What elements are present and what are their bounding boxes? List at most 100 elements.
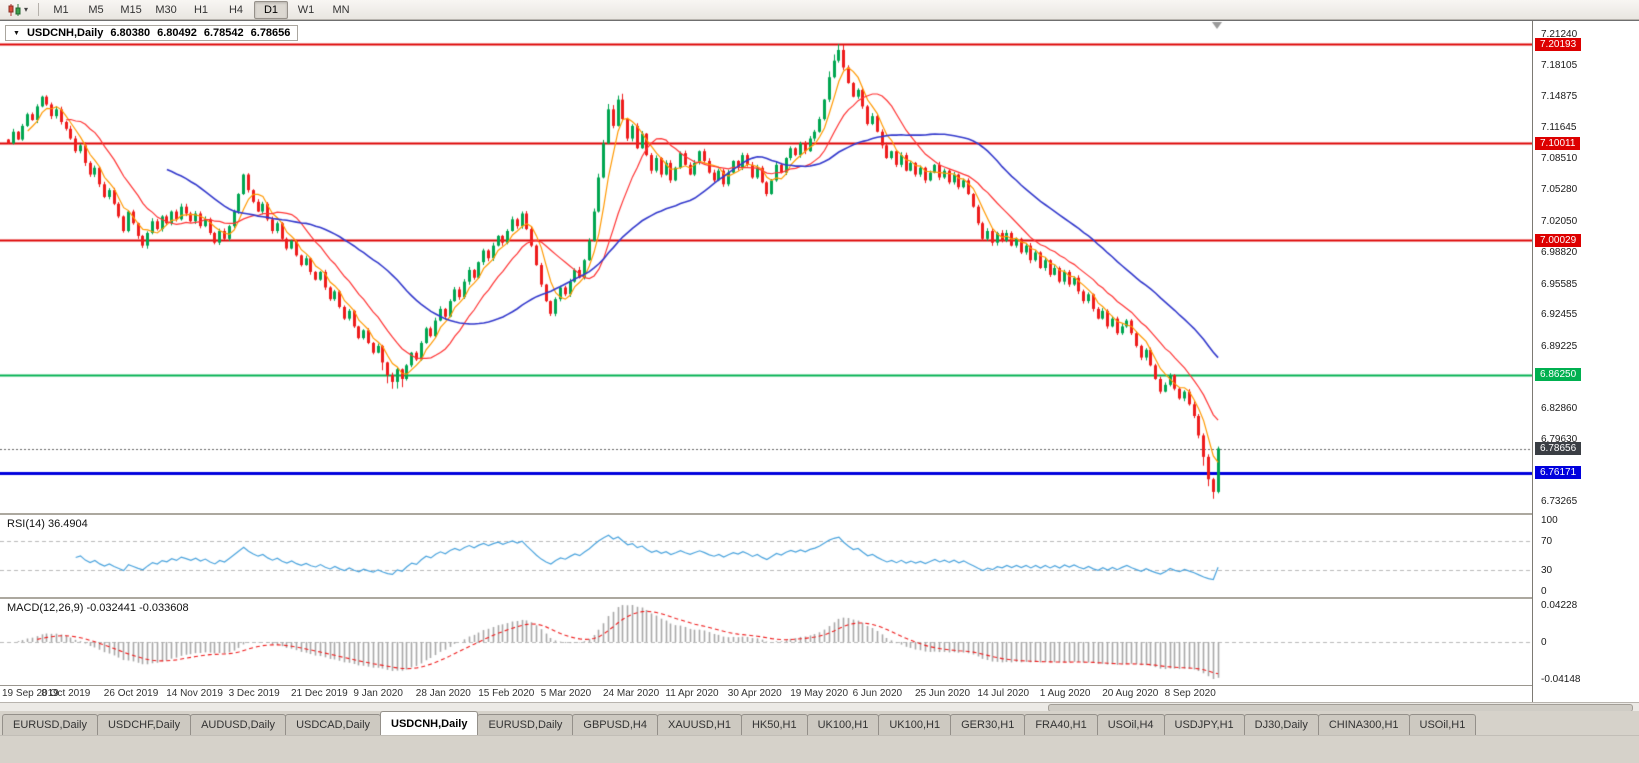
time-axis-label: 28 Jan 2020 [415,688,471,699]
chart-tab-fra40-h1[interactable]: FRA40,H1 [1024,714,1098,735]
ohlc-open: 6.80380 [110,27,151,39]
rsi-axis-label: 70 [1541,536,1553,548]
price-axis-tick: 7.18105 [1541,59,1578,71]
chart-tab-usoil-h4[interactable]: USOil,H4 [1096,714,1165,735]
chart-tab-china300-h1[interactable]: CHINA300,H1 [1317,714,1410,735]
chart-tab-eurusd-daily[interactable]: EURUSD,Daily [477,714,574,735]
chart-tab-audusd-daily[interactable]: AUDUSD,Daily [190,714,287,735]
price-axis-tick: 7.08510 [1541,152,1578,164]
chart-tab-usdchf-daily[interactable]: USDCHF,Daily [96,714,192,735]
time-axis-label: 9 Jan 2020 [353,688,403,699]
bid-price-label: 6.78656 [1535,442,1582,456]
time-axis-label: 6 Jun 2020 [852,688,903,699]
time-axis-label: 26 Oct 2019 [103,688,159,699]
chart-symbol-period: USDCNH,Daily [26,27,104,39]
level-price-label[interactable]: 6.76171 [1535,466,1582,480]
rsi-indicator-label: RSI(14) 36.4904 [7,518,88,530]
price-axis-tick: 7.11645 [1541,122,1577,134]
time-axis-label: 21 Dec 2019 [291,688,348,699]
timeframe-button-m30[interactable]: M30 [155,3,177,16]
timeframe-button-h4[interactable]: H4 [228,3,244,16]
price-chart-canvas[interactable] [0,21,1532,513]
level-price-label[interactable]: 7.00029 [1535,233,1582,247]
time-axis-label: 3 Dec 2019 [228,688,280,699]
price-axis-tick: 7.05280 [1541,184,1578,196]
panel-divider[interactable] [0,513,1639,515]
timeframe-button-w1[interactable]: W1 [297,3,315,16]
ohlc-low: 6.78542 [203,27,244,39]
time-axis-label: 30 Apr 2020 [727,688,782,699]
chart-tab-usdcnh-daily[interactable]: USDCNH,Daily [380,711,479,735]
price-axis-tick: 6.73265 [1541,496,1578,507]
time-axis-label: 19 May 2020 [790,688,849,699]
time-axis-label: 1 Aug 2020 [1039,688,1091,699]
macd-axis-label: 0 [1541,637,1547,648]
chart-title-overlay[interactable]: ▼ USDCNH,Daily 6.80380 6.80492 6.78542 6… [5,25,299,41]
timeframe-buttons: M1 M5 M15 M30 H1 H4 D1 W1 MN [44,0,358,19]
macd-panel-canvas[interactable] [0,599,1532,685]
time-axis-label: 8 Oct 2019 [41,688,91,699]
chart-tab-dj30-daily[interactable]: DJ30,Daily [1243,714,1319,735]
time-axis-label: 19 Sep 2019 [2,688,59,699]
chart-tab-xauusd-h1[interactable]: XAUUSD,H1 [656,714,742,735]
status-bar [0,735,1639,763]
price-axis-tick: 6.79630 [1541,434,1578,446]
timeframe-button-mn[interactable]: MN [332,3,350,16]
rsi-axis-label: 0 [1541,586,1547,597]
chevron-down-icon: ▾ [24,4,29,14]
ohlc-high: 6.80492 [157,27,197,39]
price-axis-tick: 6.95585 [1541,278,1578,290]
chart-tabs-bar: EURUSD,Daily USDCHF,Daily AUDUSD,Daily USDC… [0,711,1639,735]
chart-tab-uk100-h1[interactable]: UK100,H1 [878,714,952,735]
level-price-label[interactable]: 6.86250 [1535,368,1582,382]
timeframe-button-m15[interactable]: M15 [120,3,142,16]
price-axis-tick: 6.89225 [1541,340,1578,352]
timeframe-button-d1[interactable]: D1 [254,0,289,19]
price-axis-tick: 6.98820 [1541,247,1578,259]
timeframe-button-m1[interactable]: M1 [53,3,69,16]
time-axis-label: 14 Nov 2019 [166,688,223,699]
timeframe-button-h1[interactable]: H1 [193,3,209,16]
macd-axis-label: -0.04148 [1541,674,1581,685]
time-axis: 19 Sep 2019 8 Oct 2019 26 Oct 2019 14 Nov 2… [0,685,1532,702]
toolbar-separator [38,3,40,16]
panel-divider[interactable] [0,597,1639,599]
level-price-label[interactable]: 7.10011 [1535,136,1581,150]
chart-tab-eurusd-daily[interactable]: EURUSD,Daily [2,714,98,735]
horizontal-scrollbar[interactable] [0,702,1639,712]
timeframe-button-m5[interactable]: M5 [88,3,104,16]
candlestick-chart-icon [8,3,21,16]
price-axis-tick: 7.02050 [1541,215,1578,227]
level-price-label[interactable]: 7.20193 [1535,37,1582,51]
macd-indicator-label: MACD(12,26,9) -0.032441 -0.033608 [7,602,189,614]
chart-tab-ger30-h1[interactable]: GER30,H1 [950,714,1026,735]
rsi-panel-canvas[interactable] [0,515,1532,597]
chart-tab-usdcad-daily[interactable]: USDCAD,Daily [285,714,382,735]
time-axis-label: 8 Sep 2020 [1164,688,1216,699]
time-axis-label: 24 Mar 2020 [603,688,660,699]
chart-tab-uk100-h1[interactable]: UK100,H1 [806,714,880,735]
price-axis[interactable]: 7.21240 7.18105 7.14875 7.11645 7.08510 7.052… [1532,21,1639,702]
chart-window: ▼ USDCNH,Daily 6.80380 6.80492 6.78542 6… [0,20,1639,702]
time-axis-label: 25 Jun 2020 [915,688,971,699]
time-axis-label: 11 Apr 2020 [665,688,719,699]
price-axis-tick: 7.21240 [1541,29,1578,40]
chart-tab-usdjpy-h1[interactable]: USDJPY,H1 [1163,714,1245,735]
chevron-down-icon: ▼ [13,29,20,37]
rsi-axis-label: 30 [1541,564,1553,576]
chart-tab-usoil-h1[interactable]: USOil,H1 [1408,714,1477,735]
price-axis-tick: 6.82860 [1541,402,1578,414]
time-axis-label: 20 Aug 2020 [1102,688,1159,699]
price-axis-tick: 7.14875 [1541,90,1578,102]
time-axis-label: 5 Mar 2020 [540,688,592,699]
chart-type-button[interactable]: ▾ [3,1,33,19]
rsi-axis-label: 100 [1541,515,1558,526]
macd-axis-label: 0.04228 [1541,600,1578,611]
chart-tab-gbpusd-h4[interactable]: GBPUSD,H4 [572,714,658,735]
time-axis-label: 14 Jul 2020 [977,688,1030,699]
price-axis-tick: 6.92455 [1541,309,1578,321]
timeframe-toolbar: ▾ M1 M5 M15 M30 H1 H4 D1 W1 MN [0,0,1639,20]
ohlc-close: 6.78656 [250,27,291,39]
chart-tab-hk50-h1[interactable]: HK50,H1 [740,714,808,735]
time-axis-label: 15 Feb 2020 [478,688,535,699]
